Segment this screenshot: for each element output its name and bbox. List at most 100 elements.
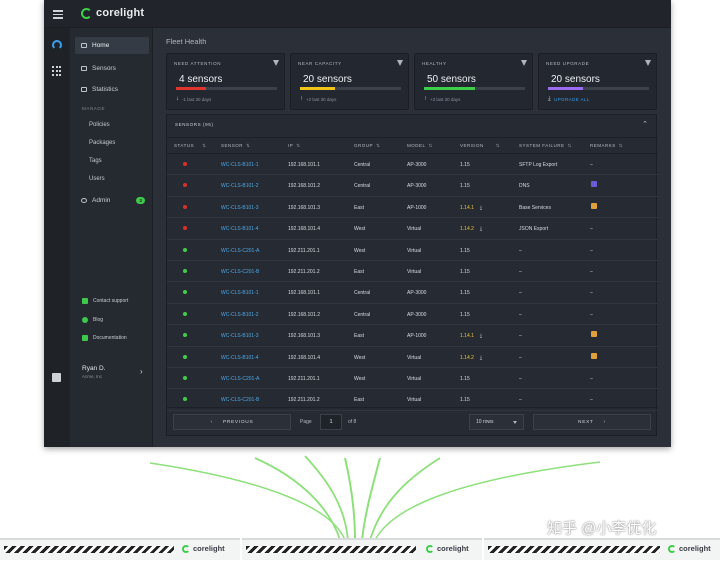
table-row[interactable]: WC-CLS-C201-A 192.211.201.1 West Virtual 1.1… bbox=[167, 240, 658, 261]
app-window: corelight Home Sensors Statistics MANAGE… bbox=[44, 0, 671, 447]
card-label: NEED ATTENTION bbox=[174, 61, 222, 66]
download-icon[interactable]: ⤓ bbox=[479, 204, 483, 211]
column-header-model[interactable]: MODEL ⇅ bbox=[407, 143, 433, 148]
sensor-link[interactable]: WC-CLS-C201-A bbox=[221, 376, 260, 382]
card-trend: ↑ +2 last 30 days bbox=[300, 96, 336, 102]
table-row[interactable]: WC-CLS-C201-B 192.211.201.2 East Virtual 1.1… bbox=[167, 389, 658, 411]
filter-icon[interactable] bbox=[645, 60, 651, 66]
page-number-input[interactable]: 1 bbox=[320, 414, 342, 430]
admin-count-badge: 2 bbox=[136, 197, 145, 204]
previous-button[interactable]: ‹ PREVIOUS bbox=[173, 414, 291, 430]
filter-icon[interactable] bbox=[521, 60, 527, 66]
system-failure-cell: JSON Export bbox=[519, 226, 549, 233]
sensor-link[interactable]: WC-CLS-B101-1 bbox=[221, 290, 259, 297]
model-cell: AP-3000 bbox=[407, 183, 427, 190]
chevron-right-icon: › bbox=[603, 419, 606, 425]
model-cell: AP-1000 bbox=[407, 333, 427, 340]
table-row[interactable]: WC-CLS-C201-A 192.211.201.1 West Virtual 1.1… bbox=[167, 368, 658, 390]
sensor-link[interactable]: WC-CLS-B101-1 bbox=[221, 162, 259, 168]
card-progress-bar bbox=[424, 87, 525, 90]
summary-card[interactable]: NEED ATTENTION 4 sensors ↓ -1 last 30 days bbox=[166, 53, 285, 110]
table-row[interactable]: WC-CLS-B101-4 192.168.101.4 West Virtual 1.1… bbox=[167, 218, 658, 240]
download-icon[interactable]: ⤓ bbox=[479, 226, 483, 233]
sidebar-item-home[interactable]: Home bbox=[75, 37, 149, 54]
column-header-version[interactable]: VERSION ⇅ bbox=[460, 143, 501, 148]
account-icon[interactable] bbox=[52, 373, 61, 382]
filter-icon[interactable] bbox=[273, 60, 279, 66]
remarks-cell: – bbox=[590, 290, 593, 297]
user-note-icon[interactable] bbox=[591, 202, 597, 209]
user-note-icon[interactable] bbox=[591, 352, 597, 359]
model-cell: Virtual bbox=[407, 269, 422, 275]
user-note-icon[interactable] bbox=[591, 331, 597, 338]
group-cell: Central bbox=[354, 290, 371, 297]
table-row[interactable]: WC-CLS-B101-2 192.168.101.2 Central AP-3000… bbox=[167, 175, 658, 197]
model-cell: Virtual bbox=[407, 376, 422, 382]
table-row[interactable]: WC-CLS-C201-B 192.211.201.2 East Virtual 1.1… bbox=[167, 261, 658, 283]
table-row[interactable]: WC-CLS-B101-1 192.168.101.1 Central AP-3000… bbox=[167, 282, 658, 304]
sidebar-item-tags[interactable]: Tags bbox=[89, 158, 102, 164]
sidebar-item-policies[interactable]: Policies bbox=[89, 122, 110, 128]
sync-icon[interactable] bbox=[52, 40, 62, 50]
status-dot bbox=[183, 333, 187, 338]
sidebar-item-users[interactable]: Users bbox=[89, 176, 105, 182]
sensor-link[interactable]: WC-CLS-B101-2 bbox=[221, 183, 259, 190]
rows-per-page-select[interactable]: 10 rows bbox=[469, 414, 524, 430]
sensor-link[interactable]: WC-CLS-C201-B bbox=[221, 269, 260, 275]
sidebar-item-sensors[interactable]: Sensors bbox=[75, 60, 149, 77]
sensor-link[interactable]: WC-CLS-B101-3 bbox=[221, 333, 259, 340]
rack-logo: corelight bbox=[668, 544, 711, 553]
group-cell: East bbox=[354, 204, 365, 211]
filter-icon[interactable] bbox=[397, 60, 403, 66]
documentation-link[interactable]: Documentation bbox=[82, 335, 127, 341]
sensor-link[interactable]: WC-CLS-B101-4 bbox=[221, 354, 259, 361]
next-button[interactable]: NEXT › bbox=[533, 414, 651, 430]
column-header-status[interactable]: STATUS ⇅ bbox=[174, 143, 207, 148]
model-cell: AP-3000 bbox=[407, 290, 427, 297]
sensor-link[interactable]: WC-CLS-B101-2 bbox=[221, 311, 259, 318]
download-icon[interactable]: ⤓ bbox=[479, 333, 483, 340]
upgrade-all-button[interactable]: ⤓ UPGRADE ALL bbox=[548, 96, 590, 103]
blog-link[interactable]: Blog bbox=[82, 317, 103, 323]
sensor-link[interactable]: WC-CLS-B101-4 bbox=[221, 226, 259, 233]
card-footer-text: UPGRADE ALL bbox=[554, 97, 590, 102]
column-header-remarks[interactable]: REMARKS ⇅ bbox=[590, 143, 624, 148]
card-count: 20 sensors bbox=[551, 74, 600, 85]
chat-icon bbox=[82, 298, 88, 304]
column-header-group[interactable]: GROUP ⇅ bbox=[354, 143, 381, 148]
summary-card[interactable]: NEED UPGRADE 20 sensors ⤓ UPGRADE ALL bbox=[538, 53, 657, 110]
download-icon[interactable]: ⤓ bbox=[479, 354, 483, 361]
table-row[interactable]: WC-CLS-B101-2 192.168.101.2 Central AP-3000… bbox=[167, 304, 658, 326]
alert-user-icon[interactable] bbox=[591, 181, 597, 188]
chevron-right-icon[interactable]: › bbox=[140, 367, 143, 376]
sidebar-item-statistics[interactable]: Statistics bbox=[75, 81, 149, 98]
table-row[interactable]: WC-CLS-B101-3 192.168.101.3 East AP-1000 1.1… bbox=[167, 197, 658, 219]
column-header-system-failure[interactable]: SYSTEM FAILURE ⇅ bbox=[519, 143, 572, 148]
table-row[interactable]: WC-CLS-B101-1 192.168.101.1 Central AP-3000… bbox=[167, 154, 658, 176]
sensor-link[interactable]: WC-CLS-B101-3 bbox=[221, 204, 259, 211]
sidebar-item-admin[interactable]: Admin 2 bbox=[75, 192, 149, 209]
summary-card[interactable]: HEALTHY 50 sensors ↑ +3 last 30 days bbox=[414, 53, 533, 110]
apps-grid-icon[interactable] bbox=[52, 66, 62, 76]
page-title: Fleet Health bbox=[166, 37, 207, 46]
ip-cell: 192.211.201.1 bbox=[288, 376, 320, 382]
sidebar-item-packages[interactable]: Packages bbox=[89, 140, 116, 146]
chevron-up-icon[interactable]: ⌃ bbox=[642, 121, 648, 128]
version-cell: 1.15 bbox=[460, 269, 470, 275]
brand-logo[interactable]: corelight bbox=[81, 7, 144, 19]
version-cell: 1.14.2 ⤓ bbox=[460, 354, 483, 361]
sensor-link[interactable]: WC-CLS-C201-B bbox=[221, 397, 260, 404]
table-row[interactable]: WC-CLS-B101-4 192.168.101.4 West Virtual 1.1… bbox=[167, 347, 658, 368]
rack-device: corelight bbox=[484, 538, 720, 560]
card-footer-text: +3 last 30 days bbox=[430, 96, 461, 102]
contact-support-link[interactable]: Contact support bbox=[82, 298, 128, 304]
card-progress-bar bbox=[548, 87, 649, 90]
menu-icon[interactable] bbox=[53, 10, 63, 19]
table-row[interactable]: WC-CLS-B101-3 192.168.101.3 East AP-1000 1.1… bbox=[167, 325, 658, 347]
version-cell: 1.15 bbox=[460, 290, 470, 297]
summary-card[interactable]: NEAR CAPACITY 20 sensors ↑ +2 last 30 days bbox=[290, 53, 409, 110]
column-header-ip[interactable]: IP ⇅ bbox=[288, 143, 301, 148]
model-cell: Virtual bbox=[407, 247, 422, 254]
sensor-link[interactable]: WC-CLS-C201-A bbox=[221, 247, 260, 254]
column-header-sensor[interactable]: SENSOR ⇅ bbox=[221, 143, 251, 148]
